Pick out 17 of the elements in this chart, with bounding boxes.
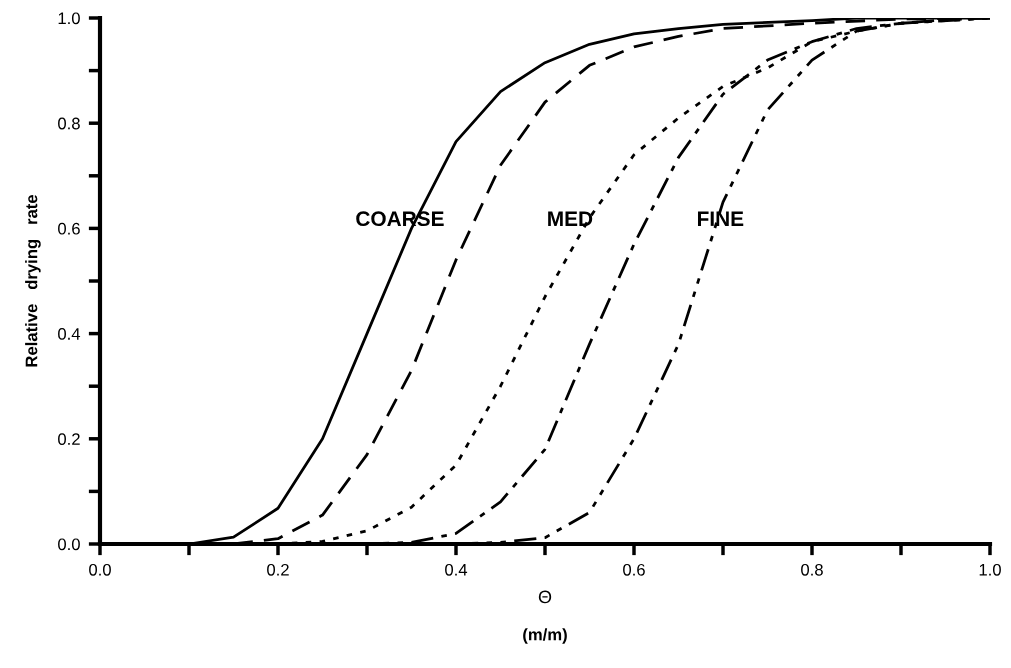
y-axis-title: Relative drying rate xyxy=(25,194,41,367)
x-tick-label: 0.0 xyxy=(89,563,111,576)
annotation: MED xyxy=(548,211,593,226)
x-tick-label: 0.2 xyxy=(267,563,289,576)
y-tick-label: 0.4 xyxy=(58,328,81,340)
y-tick-label: 0.8 xyxy=(58,117,80,130)
y-tick-label: 0.6 xyxy=(58,222,80,235)
x-axis-title: Θ xyxy=(538,590,552,604)
text: (m/m) xyxy=(523,628,567,644)
y-tick-label: 1.0 xyxy=(58,12,80,25)
y-tick-label: 0.0 xyxy=(58,538,80,551)
y-tick-label: 0.2 xyxy=(58,433,80,445)
x-tick-label: 0.6 xyxy=(623,563,645,576)
annotation: FINE xyxy=(698,211,744,226)
x-tick-label: 0.4 xyxy=(445,563,468,576)
x-tick-label: 1.0 xyxy=(979,563,1001,576)
x-tick-label: 0.8 xyxy=(801,563,823,576)
